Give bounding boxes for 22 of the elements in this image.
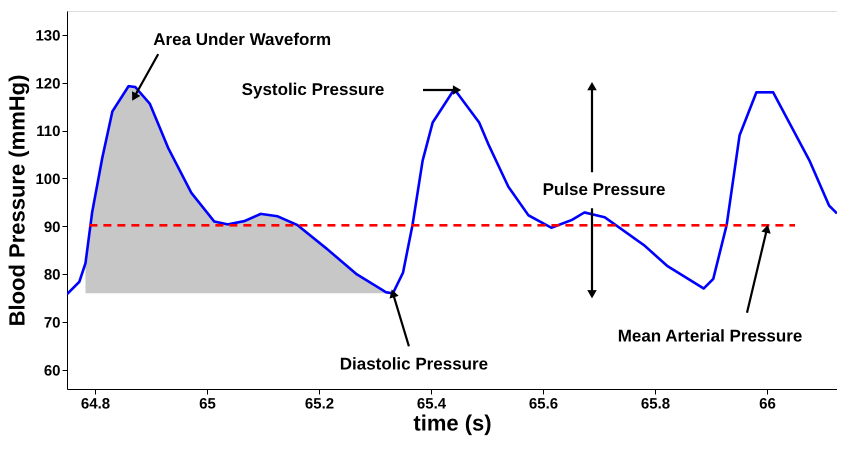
y-tick-label: 120 (35, 75, 60, 92)
y-tick-label: 80 (44, 266, 60, 284)
annotation: Mean Arterial Pressure (618, 326, 802, 346)
y-tick-label: 70 (44, 314, 60, 332)
y-tick-label: 110 (36, 123, 60, 140)
annotation: Area Under Waveform (153, 30, 332, 50)
y-tick-label: 90 (44, 218, 60, 236)
x-tick-label: 66 (759, 396, 776, 412)
annotation: Diastolic Pressure (340, 354, 488, 374)
annotation: Systolic Pressure (242, 80, 384, 99)
y-tick-label: 100 (35, 170, 60, 188)
x-tick-label: 65.6 (528, 396, 558, 412)
x-axis-title: time (s) (413, 410, 492, 436)
y-tick-label: 130 (35, 27, 60, 44)
annotation: Pulse Pressure (542, 180, 666, 200)
x-tick-label: 65.8 (640, 396, 670, 412)
x-tick-label: 65.4 (416, 396, 447, 412)
x-tick-label: 65.2 (304, 396, 334, 412)
x-tick-label: 64.8 (80, 396, 110, 412)
x-tick-label: 65 (199, 396, 216, 412)
y-axis-title: Blood Pressure (mmHg) (4, 74, 30, 326)
y-tick-label: 60 (44, 362, 60, 380)
